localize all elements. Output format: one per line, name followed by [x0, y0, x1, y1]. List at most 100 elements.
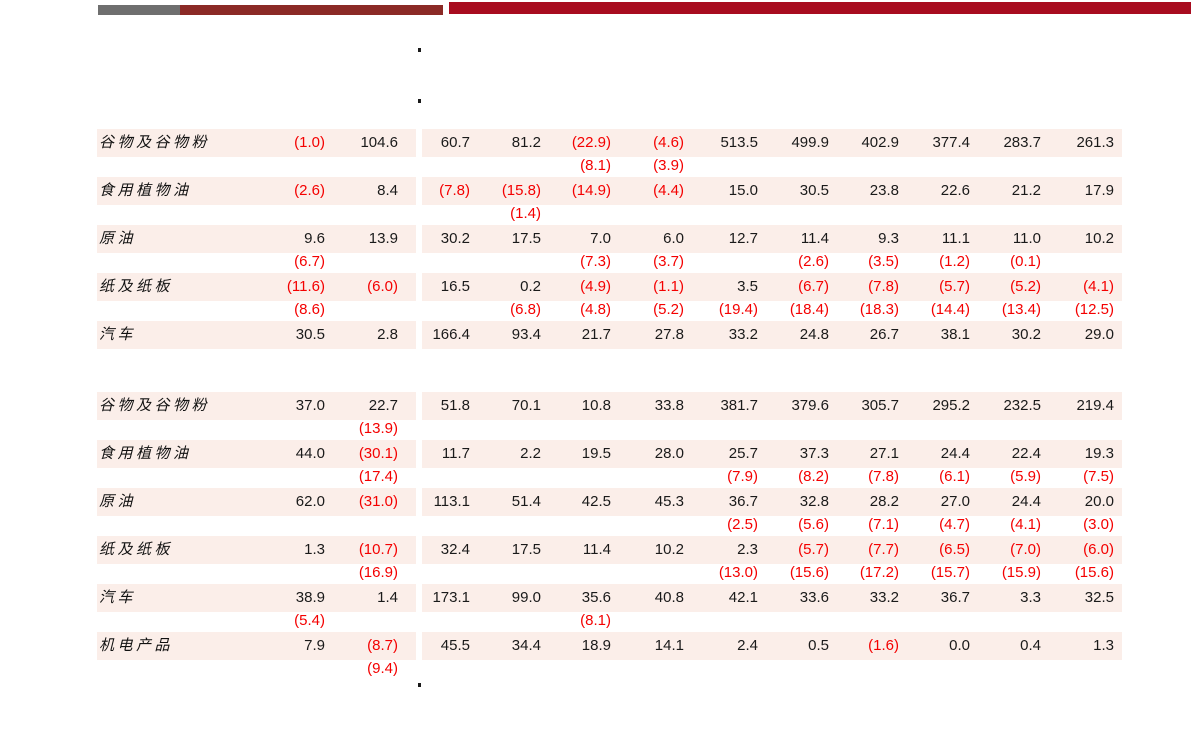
value-cell	[970, 660, 1041, 680]
column-divider-band	[416, 16, 422, 730]
value-cell: 0.0	[949, 637, 970, 654]
row-label: 纸及纸板	[99, 279, 174, 295]
value-cell: 32.4	[440, 541, 470, 558]
value-cell: 10.8	[581, 397, 611, 414]
value-cell: (0.1)	[1010, 253, 1041, 270]
value-cell	[611, 468, 684, 488]
value-cell: 3.5	[737, 278, 758, 295]
value-cell: 51.4	[511, 493, 541, 510]
value-cell: (3.7)	[653, 253, 684, 270]
value-cell: 33.2	[728, 326, 758, 343]
row-label	[97, 349, 253, 369]
value-cell: 3.3	[1020, 589, 1041, 606]
row-label: 食用植物油	[99, 183, 192, 199]
value-cell	[398, 253, 470, 273]
value-cell	[899, 420, 970, 440]
value-cell: 27.8	[654, 326, 684, 343]
value-cell: (31.0)	[358, 493, 398, 510]
value-cell	[684, 349, 758, 369]
row-label	[97, 301, 253, 321]
value-cell	[541, 468, 611, 488]
value-cell: 381.7	[720, 397, 758, 414]
table-subrow: (1.4)	[97, 205, 1122, 225]
value-cell: 21.2	[1011, 182, 1041, 199]
value-cell: 17.5	[511, 541, 541, 558]
value-cell: 305.7	[861, 397, 899, 414]
value-cell: (6.7)	[294, 253, 325, 270]
value-cell: 295.2	[932, 397, 970, 414]
value-cell: (6.7)	[798, 278, 829, 295]
value-cell: (6.1)	[939, 468, 970, 485]
row-label	[97, 612, 253, 632]
value-cell	[611, 516, 684, 536]
value-cell: (2.5)	[727, 516, 758, 533]
value-cell	[253, 660, 325, 680]
value-cell	[1041, 157, 1114, 177]
table-subrow: (6.7) (7.3) (3.7) (2.6) (3.5) (1.2) (0.1)	[97, 253, 1122, 273]
value-cell: 36.7	[940, 589, 970, 606]
table-row: 汽车 38.9 1.4 173.1 99.0 35.6 40.8 42.1 33.6 33.2 36…	[97, 584, 1122, 612]
value-cell: (5.6)	[798, 516, 829, 533]
table-row: 谷物及谷物粉 (1.0) 104.6 60.7 81.2 (22.9) (4.6) 513.5…	[97, 129, 1122, 157]
value-cell: 11.0	[1012, 230, 1041, 247]
value-cell	[398, 612, 470, 632]
value-cell	[611, 612, 684, 632]
value-cell: 499.9	[791, 134, 829, 151]
value-cell	[1041, 349, 1114, 369]
table-subrow: (13.9)	[97, 420, 1122, 440]
value-cell: 402.9	[861, 134, 899, 151]
value-cell: (17.2)	[859, 564, 899, 581]
value-cell: 104.6	[360, 134, 398, 151]
row-label	[97, 468, 253, 488]
row-label: 汽车	[99, 327, 137, 343]
value-cell: 10.2	[654, 541, 684, 558]
value-cell: 99.0	[511, 589, 541, 606]
value-cell: (18.4)	[789, 301, 829, 318]
value-cell: 70.1	[511, 397, 541, 414]
value-cell: (8.6)	[294, 301, 325, 318]
value-cell: 20.0	[1084, 493, 1114, 510]
value-cell	[829, 349, 899, 369]
value-cell: 38.1	[940, 326, 970, 343]
value-cell: 11.7	[441, 445, 470, 462]
value-cell	[758, 349, 829, 369]
value-cell: (8.2)	[798, 468, 829, 485]
value-cell: (13.9)	[358, 420, 398, 437]
table-subrow: (2.5) (5.6) (7.1) (4.7) (4.1) (3.0)	[97, 516, 1122, 536]
value-cell	[253, 205, 325, 225]
value-cell: 22.6	[940, 182, 970, 199]
value-cell: (7.3)	[580, 253, 611, 270]
value-cell: 261.3	[1076, 134, 1114, 151]
value-cell: 173.1	[432, 589, 470, 606]
value-cell: (3.0)	[1083, 516, 1114, 533]
value-cell: 45.3	[654, 493, 684, 510]
value-cell	[470, 253, 541, 273]
row-label: 原油	[99, 494, 137, 510]
value-cell: 33.8	[654, 397, 684, 414]
value-cell: (7.7)	[868, 541, 899, 558]
value-cell: (12.5)	[1074, 301, 1114, 318]
value-cell	[398, 420, 470, 440]
value-cell: 11.1	[941, 230, 970, 247]
value-cell: (3.5)	[868, 253, 899, 270]
value-cell: 33.6	[799, 589, 829, 606]
value-cell: 1.4	[377, 589, 398, 606]
value-cell: 17.5	[511, 230, 541, 247]
value-cell: 15.0	[728, 182, 758, 199]
value-cell	[398, 660, 470, 680]
row-label	[97, 157, 253, 177]
value-cell: 26.7	[869, 326, 899, 343]
value-cell	[829, 420, 899, 440]
value-cell: (1.1)	[653, 278, 684, 295]
value-cell: (5.4)	[294, 612, 325, 629]
value-cell: 9.6	[304, 230, 325, 247]
value-cell: (30.1)	[358, 445, 398, 462]
value-cell: 19.3	[1084, 445, 1114, 462]
value-cell: (8.1)	[580, 612, 611, 629]
table-subrow	[97, 349, 1122, 369]
value-cell: 232.5	[1003, 397, 1041, 414]
value-cell	[611, 660, 684, 680]
value-cell: (14.9)	[571, 182, 611, 199]
table-row: 汽车 30.5 2.8 166.4 93.4 21.7 27.8 33.2 24.8 26.7 38…	[97, 321, 1122, 349]
value-cell: 13.9	[368, 230, 398, 247]
